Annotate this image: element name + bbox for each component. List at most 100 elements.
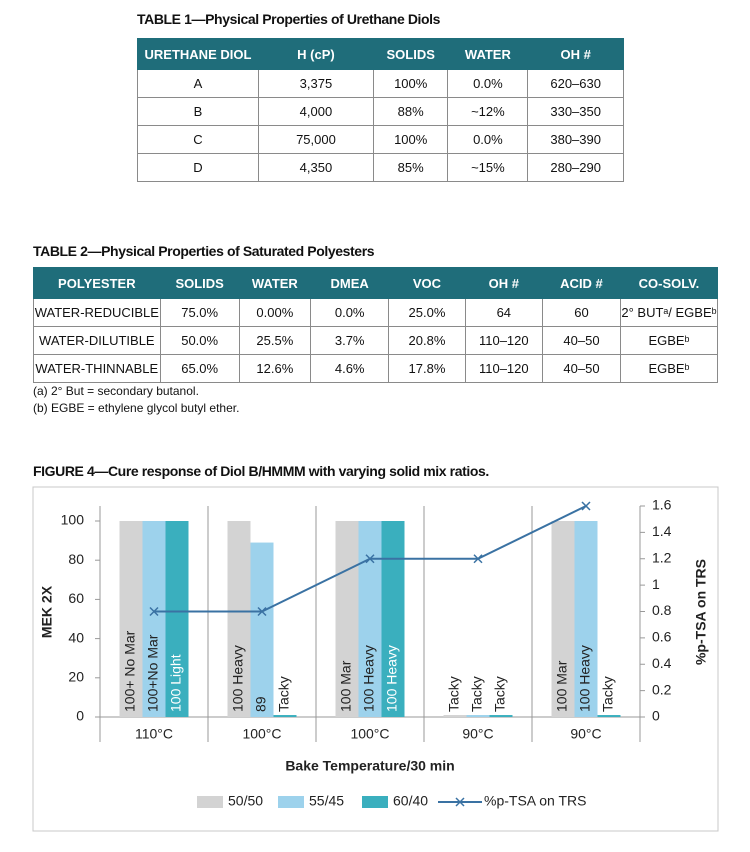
x-tick-label: 100°C	[350, 726, 389, 742]
cell: WATER-REDUCIBLE	[33, 298, 161, 327]
row: A 3,375 100% 0.0% 620–630	[137, 69, 624, 98]
data-label: 100 Heavy	[384, 645, 400, 712]
cell: 2° BUTᵃ/ EGBEᵇ	[619, 298, 719, 327]
cell: WATER-THINNABLE	[33, 354, 161, 383]
bar	[551, 521, 575, 717]
bar	[489, 715, 513, 717]
bar	[574, 521, 598, 717]
cell: 0.0%	[447, 125, 529, 154]
table: URETHANE DIOL H (cP) SOLIDS WATER OH # A 3,375…	[137, 38, 624, 182]
header-cell: CO-SOLV.	[619, 267, 719, 299]
bar	[335, 521, 359, 717]
data-label: 100 Light	[168, 654, 184, 712]
table-title: TABLE 1—Physical Properties of Urethane …	[137, 11, 441, 27]
x-tick-label: 100°C	[242, 726, 281, 742]
cell: 17.8%	[388, 354, 466, 383]
row: WATER-DILUTIBLE 50.0% 25.5% 3.7% 20.8% 110–12…	[33, 326, 719, 355]
bar	[273, 715, 297, 717]
header-row: POLYESTER SOLIDS WATER DMEA VOC OH # ACID # CO-…	[33, 267, 719, 299]
cell: 50.0%	[159, 326, 240, 355]
header-cell: URETHANE DIOL	[137, 38, 259, 70]
data-label: 100 Heavy	[577, 645, 593, 712]
cell: 88%	[372, 97, 449, 126]
legend-swatch	[455, 797, 465, 807]
header-cell: H (cP)	[257, 38, 374, 70]
cell: 3,375	[257, 69, 374, 98]
legend-swatch	[362, 796, 388, 808]
y2-tick-label: 1.4	[652, 523, 672, 539]
cell: ~15%	[447, 153, 529, 182]
row: WATER-REDUCIBLE 75.0% 0.00% 0.0% 25.0% 64 60 2°…	[33, 298, 719, 327]
cell: 60	[542, 298, 621, 327]
header-cell: DMEA	[310, 267, 390, 299]
y-tick-label: 100	[61, 512, 85, 528]
cell: 64	[464, 298, 544, 327]
cell: 0.0%	[447, 69, 529, 98]
cell: 380–390	[527, 125, 624, 154]
table-title: TABLE 2—Physical Properties of Saturated…	[33, 243, 375, 259]
cell: A	[137, 69, 259, 98]
data-label: Tacky	[276, 676, 292, 712]
cell: 100%	[372, 69, 449, 98]
bar	[443, 715, 467, 717]
marker	[473, 554, 483, 564]
cell: 4.6%	[310, 354, 390, 383]
x-tick-label: 110°C	[135, 726, 173, 742]
cell: 4,350	[257, 153, 374, 182]
header-cell: OH #	[527, 38, 624, 70]
y-tick-label: 80	[68, 551, 84, 567]
bar	[250, 542, 274, 717]
marker	[365, 554, 375, 564]
y-axis-title: MEK 2X	[39, 585, 55, 638]
header-cell: POLYESTER	[33, 267, 161, 299]
cell: 620–630	[527, 69, 624, 98]
data-label: 100 Heavy	[230, 645, 246, 712]
cell: EGBEᵇ	[619, 354, 719, 383]
y2-tick-label: 0	[652, 708, 660, 724]
cell: 0.0%	[310, 298, 390, 327]
bar	[358, 521, 382, 717]
cell: 40–50	[542, 354, 621, 383]
y-tick-label: 40	[68, 629, 84, 645]
header-cell: VOC	[388, 267, 466, 299]
data-label: Tacky	[446, 676, 462, 712]
legend-label: 50/50	[228, 793, 263, 809]
bar	[381, 521, 405, 717]
y-tick-label: 20	[68, 669, 84, 685]
y2-tick-label: 0.4	[652, 655, 672, 671]
note: (b) EGBE = ethylene glycol butyl ether.	[33, 401, 240, 415]
row: WATER-THINNABLE 65.0% 12.6% 4.6% 17.8% 110–12…	[33, 354, 719, 383]
y2-axis-title: %p-TSA on TRS	[693, 559, 709, 665]
data-label: Tacky	[600, 676, 616, 712]
cell: 4,000	[257, 97, 374, 126]
marker	[149, 606, 159, 617]
row: D 4,350 85% ~15% 280–290	[137, 153, 624, 182]
y2-tick-label: 0.2	[652, 681, 672, 697]
bar	[165, 521, 189, 717]
bar	[466, 715, 490, 717]
note: (a) 2° But = secondary butanol.	[33, 384, 199, 398]
header-cell: WATER	[238, 267, 312, 299]
data-label: 89	[253, 696, 269, 712]
cell: 3.7%	[310, 326, 390, 355]
cell: WATER-DILUTIBLE	[33, 326, 161, 355]
chart-border	[32, 486, 719, 832]
y-tick-label: 0	[76, 708, 84, 724]
legend-swatch	[197, 796, 223, 808]
marker	[257, 606, 267, 617]
header-cell: SOLIDS	[372, 38, 449, 70]
legend-label: 60/40	[393, 793, 428, 809]
header-cell: ACID #	[542, 267, 621, 299]
x-axis-title: Bake Temperature/30 min	[285, 758, 454, 774]
bar	[227, 521, 251, 717]
cell: 110–120	[464, 326, 544, 355]
cell: 85%	[372, 153, 449, 182]
bar	[597, 715, 621, 717]
cell: 12.6%	[238, 354, 312, 383]
cell: 330–350	[527, 97, 624, 126]
cell: 110–120	[464, 354, 544, 383]
y-tick-label: 60	[68, 590, 84, 606]
marker	[581, 501, 591, 511]
legend-label: 55/45	[309, 793, 344, 809]
